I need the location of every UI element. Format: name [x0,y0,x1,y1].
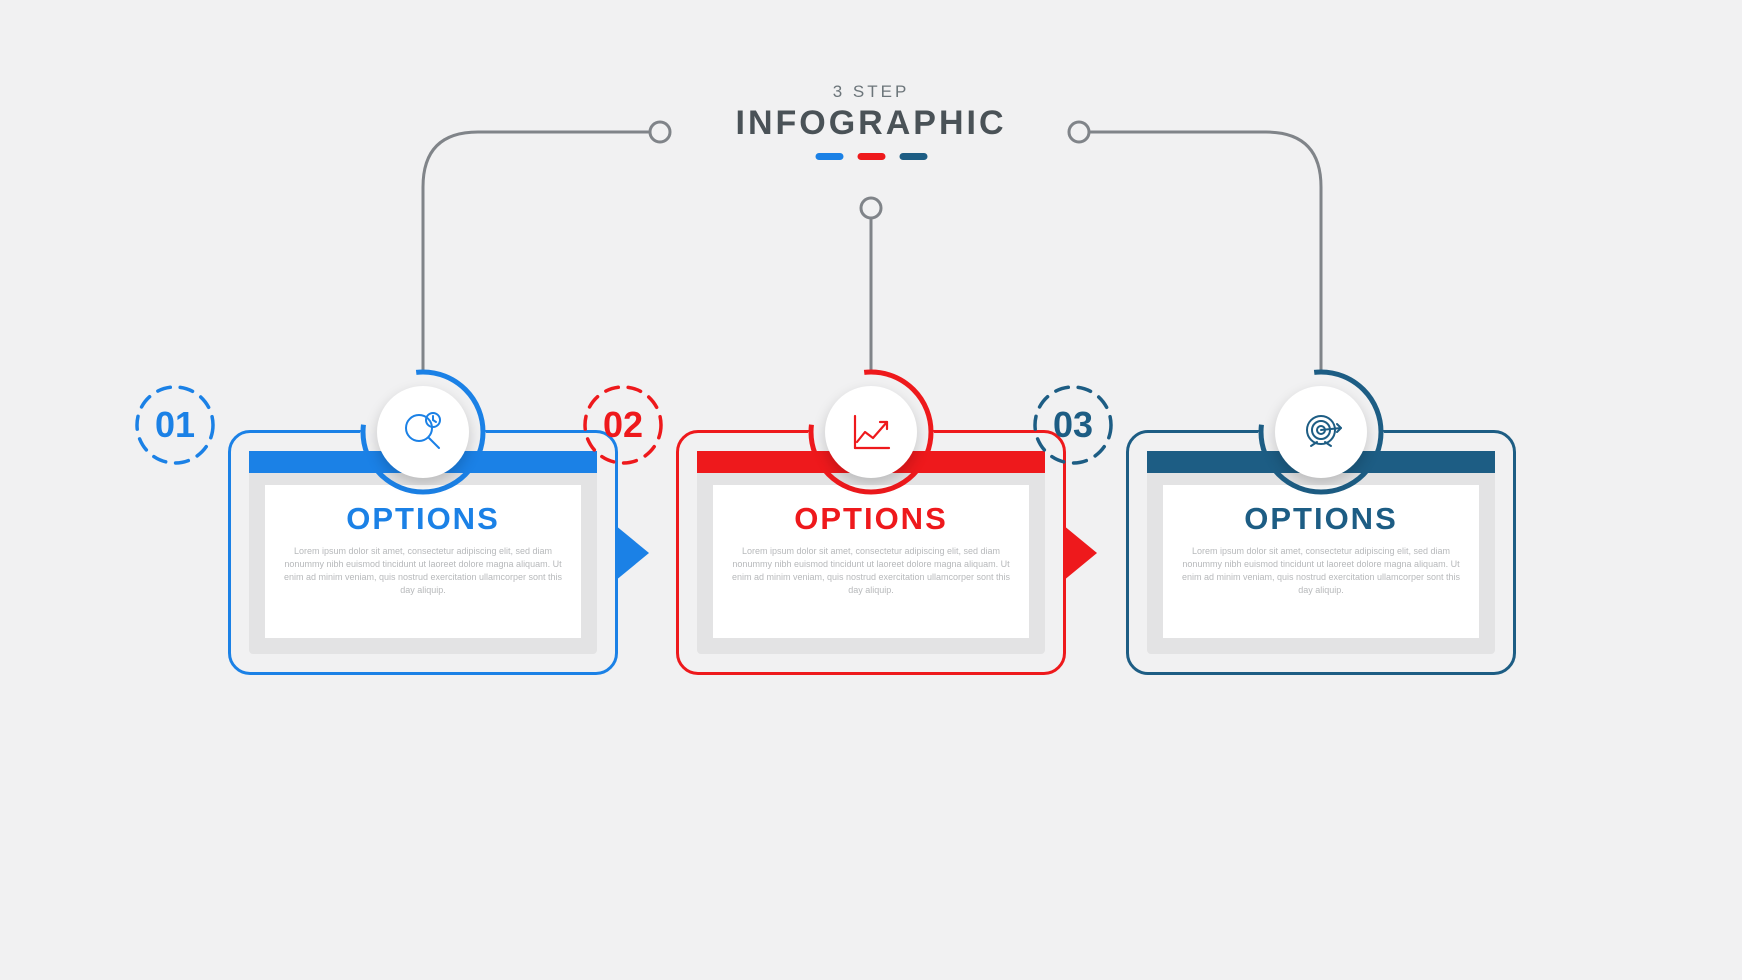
card-body-text: Lorem ipsum dolor sit amet, consectetur … [1181,545,1461,597]
connector-path [423,132,650,370]
connector-node-icon [1069,122,1089,142]
card-title: OPTIONS [1181,501,1461,537]
accent-bar-3 [899,153,927,160]
icon-wrap [358,367,488,497]
header-block: 3 STEP INFOGRAPHIC [736,82,1007,160]
icon-wrap [806,367,936,497]
step-card-1: OPTIONS Lorem ipsum dolor sit amet, cons… [228,430,618,675]
growth-chart-icon [825,386,917,478]
step-number-badge: 02 [579,381,667,469]
card-body-text: Lorem ipsum dolor sit amet, consectetur … [731,545,1011,597]
step-card-3: OPTIONS Lorem ipsum dolor sit amet, cons… [1126,430,1516,675]
arrow-right-icon [615,525,649,581]
connector-left [423,122,670,370]
connector-node-icon [861,198,881,218]
step-number: 01 [131,381,219,469]
accent-bar-1 [815,153,843,160]
arrow-right-icon [1063,525,1097,581]
icon-wrap [1256,367,1386,497]
header-supertitle: 3 STEP [736,82,1007,102]
step-number-badge: 01 [131,381,219,469]
connector-center [861,198,881,370]
connector-path [1089,132,1321,370]
card-title: OPTIONS [283,501,563,537]
step-card-2: OPTIONS Lorem ipsum dolor sit amet, cons… [676,430,1066,675]
card-content: OPTIONS Lorem ipsum dolor sit amet, cons… [713,485,1029,638]
accent-bar-2 [857,153,885,160]
step-number-badge: 03 [1029,381,1117,469]
card-content: OPTIONS Lorem ipsum dolor sit amet, cons… [265,485,581,638]
card-body-text: Lorem ipsum dolor sit amet, consectetur … [283,545,563,597]
target-icon [1275,386,1367,478]
header-title: INFOGRAPHIC [736,104,1007,143]
connector-node-icon [650,122,670,142]
step-number: 03 [1029,381,1117,469]
card-frame: OPTIONS Lorem ipsum dolor sit amet, cons… [676,430,1066,675]
connector-right [1069,122,1321,370]
magnifier-clock-icon [377,386,469,478]
header-accent-bars [736,153,1007,160]
card-title: OPTIONS [731,501,1011,537]
card-frame: OPTIONS Lorem ipsum dolor sit amet, cons… [1126,430,1516,675]
step-number: 02 [579,381,667,469]
card-frame: OPTIONS Lorem ipsum dolor sit amet, cons… [228,430,618,675]
card-content: OPTIONS Lorem ipsum dolor sit amet, cons… [1163,485,1479,638]
